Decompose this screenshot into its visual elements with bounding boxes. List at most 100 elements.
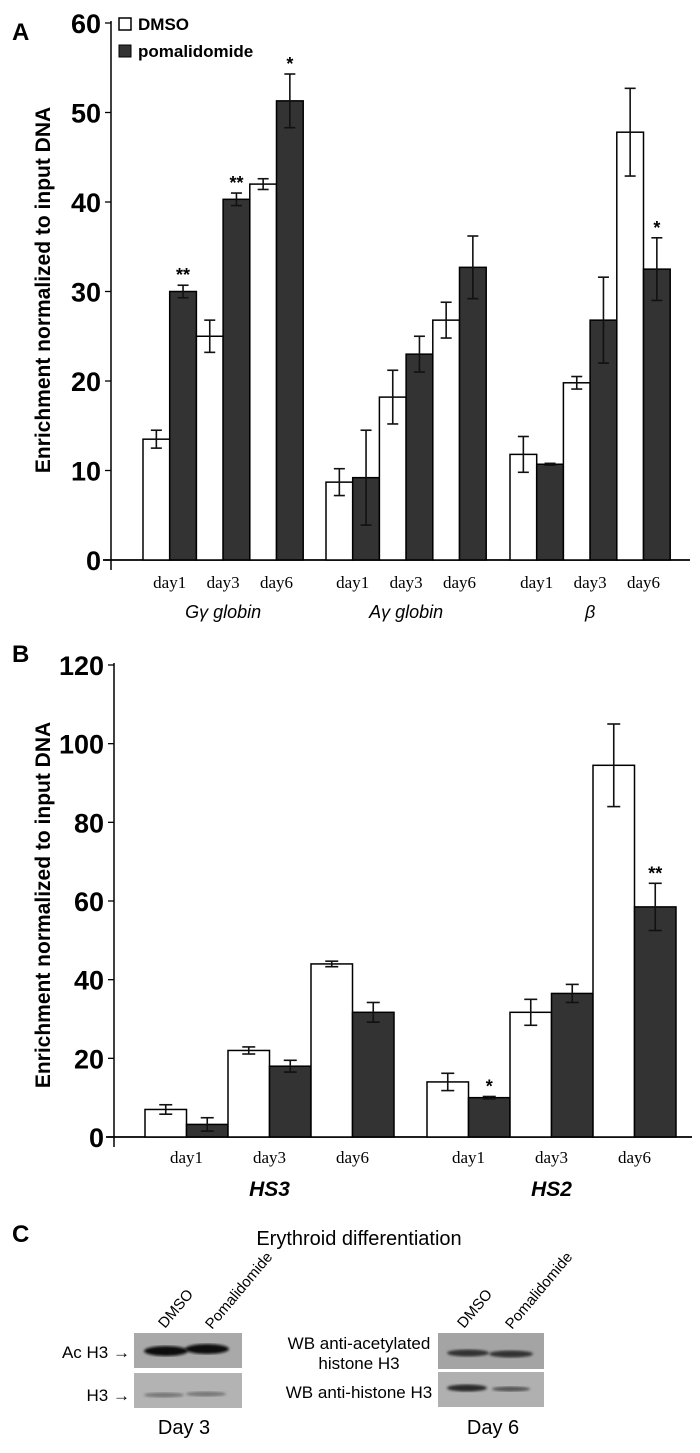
error-bar <box>177 284 189 299</box>
bar-β-day6-pomalidomide <box>642 268 671 561</box>
band-day3-h3-dmso <box>144 1392 184 1398</box>
error-bar <box>624 87 636 177</box>
x-tick-label: day1 <box>153 573 186 592</box>
y-tick-label: 80 <box>74 808 104 838</box>
band-day6-h3-pomalidomide <box>492 1386 530 1392</box>
bar-β-day1-pomalidomide <box>535 463 565 561</box>
legend-label-dmso: DMSO <box>138 15 189 34</box>
error-bar <box>257 177 269 191</box>
bar-HS3-day6-pomalidomide <box>351 1011 395 1138</box>
bar-Aγ-globin-day6-pomalidomide <box>458 266 487 561</box>
bar-Aγ-globin-day6-DMSO <box>432 319 461 561</box>
error-bar <box>200 1116 214 1132</box>
error-bar <box>284 73 296 129</box>
x-tick-label: day3 <box>253 1148 286 1167</box>
bar-HS3-day3-pomalidomide <box>268 1065 312 1138</box>
row-label-h3: H3 → <box>87 1386 130 1405</box>
y-tick-label: 40 <box>71 188 101 218</box>
x-tick-label: day1 <box>170 1148 203 1167</box>
y-tick-label: 20 <box>74 1044 104 1074</box>
band-day6-h3-dmso <box>447 1384 487 1392</box>
error-bar <box>366 1001 380 1023</box>
bar-HS3-day1-DMSO <box>144 1108 188 1138</box>
group-label: Aγ globin <box>368 602 443 622</box>
band-day6-ac-pomalidomide <box>489 1350 533 1358</box>
y-axis-label-b: Enrichment normalized to input DNA <box>32 722 55 1088</box>
group-label: HS3 <box>249 1178 290 1201</box>
bar-β-day3-DMSO <box>562 382 591 561</box>
bar-Aγ-globin-day3-pomalidomide <box>405 353 434 561</box>
band-day3-ac-pomalidomide <box>185 1344 229 1354</box>
blot-day3: Day 3 <box>134 1333 242 1439</box>
x-tick-label: day1 <box>336 573 369 592</box>
error-bar <box>230 192 242 207</box>
significance-marker: ** <box>648 863 662 883</box>
bar-HS3-day6-DMSO <box>310 963 354 1138</box>
significance-marker: * <box>486 1076 493 1096</box>
bar-HS2-day1-pomalidomide <box>467 1096 511 1138</box>
y-tick-label: 60 <box>71 9 101 39</box>
band-day3-h3-pomalidomide <box>186 1391 226 1397</box>
legend-swatch-dmso <box>118 17 132 31</box>
significance-marker: * <box>286 54 293 74</box>
error-bar <box>651 237 663 302</box>
panel-c-title: Erythroid differentiation <box>256 1228 461 1250</box>
error-bar <box>597 276 609 364</box>
error-bar <box>524 998 538 1027</box>
error-bar <box>517 435 529 474</box>
group-label: β <box>584 602 595 622</box>
panel-label-c: C <box>12 1221 29 1248</box>
y-tick-label: 120 <box>59 651 104 681</box>
error-bar <box>441 1072 455 1092</box>
bar-HS2-day6-pomalidomide <box>633 906 677 1138</box>
bar-HS2-day3-DMSO <box>509 1011 553 1138</box>
error-bar <box>159 1103 173 1115</box>
bar-Gγ-globin-day3-pomalidomide <box>222 198 251 561</box>
legend-swatch-pomalidomide <box>118 44 132 58</box>
error-bar <box>648 882 662 932</box>
y-tick-label: 100 <box>59 730 104 760</box>
error-bar <box>387 369 399 425</box>
x-tick-label: day6 <box>336 1148 369 1167</box>
error-bar <box>467 235 479 300</box>
error-bar <box>204 319 216 354</box>
error-bar <box>440 301 452 339</box>
significance-marker: ** <box>229 173 243 193</box>
x-tick-label: day1 <box>520 573 553 592</box>
y-tick-label: 0 <box>89 1123 104 1153</box>
x-tick-label: day3 <box>574 573 607 592</box>
error-bar <box>242 1046 256 1055</box>
group-label: Gγ globin <box>185 602 261 622</box>
bar-Gγ-globin-day6-DMSO <box>249 183 278 561</box>
error-bar <box>325 960 339 968</box>
wb-label-histone: WB anti-histone H3 <box>286 1383 432 1402</box>
blot-day6: Day 6 <box>438 1333 544 1439</box>
panel-b-chart: B Enrichment normalized to input DNA 0 20… <box>12 641 692 1201</box>
y-tick-label: 30 <box>71 278 101 308</box>
x-tick-label: day3 <box>390 573 423 592</box>
band-day6-ac-dmso <box>447 1349 489 1357</box>
error-bar <box>607 723 621 808</box>
x-tick-label: day1 <box>452 1148 485 1167</box>
y-tick-label: 20 <box>71 367 101 397</box>
y-tick-label: 60 <box>74 887 104 917</box>
x-tick-label: day6 <box>443 573 476 592</box>
bar-Gγ-globin-day1-DMSO <box>142 438 171 561</box>
blot-label-day6: Day 6 <box>467 1417 519 1439</box>
error-bar <box>571 375 583 390</box>
x-tick-label: day3 <box>207 573 240 592</box>
bar-β-day6-DMSO <box>616 131 645 561</box>
bar-Gγ-globin-day1-pomalidomide <box>168 290 198 561</box>
error-bar <box>360 429 372 526</box>
x-tick-label: day6 <box>618 1148 651 1167</box>
panel-label-a: A <box>12 19 29 46</box>
y-tick-label: 10 <box>71 457 101 487</box>
y-axis-label-a: Enrichment normalized to input DNA <box>32 107 55 473</box>
error-bar <box>283 1059 297 1073</box>
y-tick-label: 40 <box>74 966 104 996</box>
wb-label-acetylated-2: histone H3 <box>318 1354 399 1373</box>
error-bar <box>150 429 162 449</box>
error-bar <box>544 462 556 466</box>
bar-HS2-day3-pomalidomide <box>550 992 594 1138</box>
